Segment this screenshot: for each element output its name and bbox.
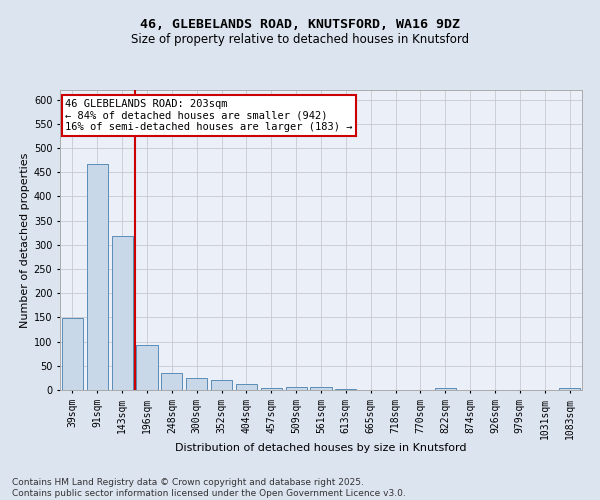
Y-axis label: Number of detached properties: Number of detached properties [20,152,29,328]
Bar [286,386,307,390]
Bar [310,387,332,390]
Bar [186,378,207,390]
Bar [236,384,257,390]
Bar [161,372,182,390]
Text: 46 GLEBELANDS ROAD: 203sqm
← 84% of detached houses are smaller (942)
16% of sem: 46 GLEBELANDS ROAD: 203sqm ← 84% of deta… [65,99,353,132]
Bar [211,380,232,390]
Bar [112,236,133,390]
Text: Contains HM Land Registry data © Crown copyright and database right 2025.
Contai: Contains HM Land Registry data © Crown c… [12,478,406,498]
Bar [87,164,108,390]
Bar [559,388,580,390]
Bar [335,389,356,390]
Text: 46, GLEBELANDS ROAD, KNUTSFORD, WA16 9DZ: 46, GLEBELANDS ROAD, KNUTSFORD, WA16 9DZ [140,18,460,30]
Text: Size of property relative to detached houses in Knutsford: Size of property relative to detached ho… [131,32,469,46]
X-axis label: Distribution of detached houses by size in Knutsford: Distribution of detached houses by size … [175,443,467,453]
Bar [136,345,158,390]
Bar [261,388,282,390]
Bar [435,388,456,390]
Bar [62,318,83,390]
